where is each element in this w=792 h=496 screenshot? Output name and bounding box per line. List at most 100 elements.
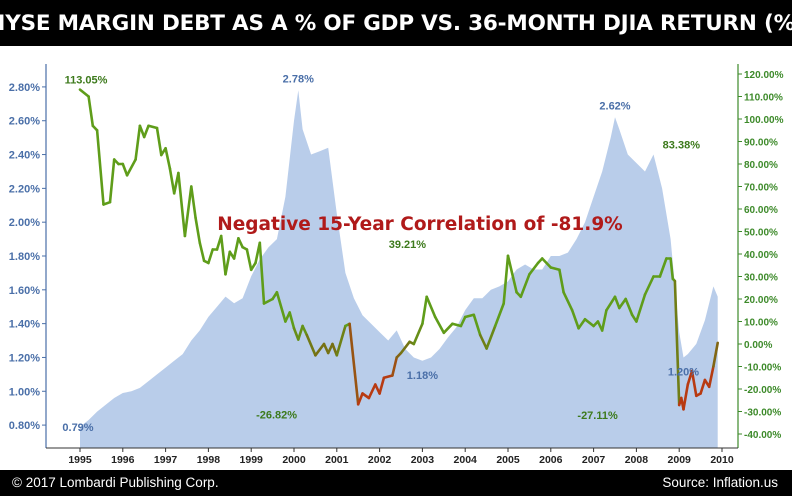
djia-return-segment — [605, 295, 617, 312]
left-tick-label: 1.60% — [9, 285, 40, 297]
right-axis: -40.00% -30.00% -20.00% -10.00% 0.00% 10.00% 2… — [737, 64, 784, 448]
x-tick-label: 1998 — [197, 454, 221, 466]
x-tick-label: 2010 — [710, 454, 734, 466]
djia-return-segment — [142, 124, 150, 139]
x-tick-label: 2004 — [454, 454, 478, 466]
right-tick-label: 100.00% — [744, 115, 784, 126]
right-tick-label: 50.00% — [744, 228, 778, 239]
djia-return-segment — [224, 250, 232, 276]
djia-return-segment — [442, 322, 454, 335]
line-value-label: 39.21% — [389, 239, 427, 251]
x-tick-label: 2003 — [411, 454, 435, 466]
djia-return-segment — [198, 241, 206, 263]
djia-return-segment — [147, 124, 159, 130]
djia-return-segment — [528, 261, 540, 276]
right-tick-label: -40.00% — [744, 430, 781, 441]
djia-return-segment — [108, 158, 116, 204]
djia-return-segment — [549, 266, 561, 272]
right-tick-label: 80.00% — [744, 160, 778, 171]
djia-return-segment — [183, 185, 193, 238]
djia-return-segment — [301, 324, 309, 337]
right-tick-label: -10.00% — [744, 363, 781, 374]
x-tick-label: 2001 — [325, 454, 349, 466]
annotation-layer: 0.79% 2.78% 1.18% 2.62% 1.20% 113.05% -26.82% 3… — [62, 73, 700, 433]
margin-debt-area — [80, 90, 718, 449]
left-tick-label: 2.60% — [9, 116, 40, 128]
djia-return-segment — [600, 308, 608, 332]
chart-area: 0.80% 1.00% 1.20% 1.40% 1.60% 1.80% 2.00% 2.20%… — [0, 46, 792, 470]
djia-return-segment — [459, 315, 467, 328]
djia-return-segment — [207, 248, 214, 265]
djia-return-segment — [275, 291, 287, 323]
x-tick-label: 1996 — [111, 454, 135, 466]
djia-return-segment — [245, 248, 253, 272]
djia-return-segment — [658, 257, 668, 278]
djia-return-segment — [506, 254, 518, 294]
djia-return-segment — [624, 297, 634, 317]
right-tick-label: 60.00% — [744, 205, 778, 216]
line-value-label: -27.11% — [577, 410, 618, 422]
right-tick-label: 0.00% — [744, 340, 772, 351]
djia-return-segment — [635, 293, 647, 323]
djia-return-segment — [121, 162, 129, 177]
djia-return-segment — [232, 237, 240, 260]
djia-return-segment — [382, 374, 394, 380]
djia-return-segment — [412, 322, 424, 346]
djia-return-segment — [577, 317, 587, 330]
djia-return-segment — [502, 254, 510, 305]
djia-return-segment — [391, 356, 399, 377]
djia-return-segment — [296, 324, 304, 341]
left-tick-label: 2.20% — [9, 183, 40, 195]
line-value-label: 113.05% — [65, 75, 108, 87]
plot-area — [78, 88, 720, 449]
djia-return-segment — [682, 383, 690, 411]
djia-return-segment — [617, 297, 628, 310]
djia-return-segment — [478, 333, 488, 350]
area-value-label: 0.79% — [62, 422, 93, 434]
x-axis: 1995 1996 1997 1998 1999 2000 2001 2002 2003 2004… — [46, 447, 738, 466]
left-tick-label: 1.00% — [9, 386, 40, 398]
chart-title: NYSE MARGIN DEBT AS A % OF GDP VS. 36-MO… — [0, 0, 792, 46]
djia-return-segment — [87, 95, 95, 128]
x-tick-label: 2002 — [368, 454, 392, 466]
right-tick-label: -20.00% — [744, 385, 781, 396]
djia-return-segment — [378, 376, 386, 395]
djia-return-segment — [134, 124, 142, 161]
right-tick-label: 70.00% — [744, 183, 778, 194]
djia-return-segment — [399, 340, 411, 355]
left-tick-label: 2.00% — [9, 217, 40, 229]
x-tick-label: 2000 — [282, 454, 306, 466]
right-tick-label: 90.00% — [744, 138, 778, 149]
djia-return-segment — [463, 313, 476, 319]
djia-return-segment — [249, 261, 257, 272]
right-tick-label: -30.00% — [744, 408, 781, 419]
djia-return-segment — [540, 257, 553, 269]
djia-return-segment — [519, 273, 531, 299]
djia-return-segment — [712, 341, 720, 368]
djia-return-segment — [288, 311, 296, 330]
djia-return-segment — [451, 322, 463, 328]
djia-return-segment — [356, 392, 364, 406]
djia-return-segment — [335, 324, 347, 357]
djia-return-segment — [155, 126, 163, 157]
area-value-label: 2.78% — [283, 73, 314, 85]
djia-return-segment — [570, 308, 580, 330]
djia-return-segment — [125, 158, 137, 177]
footer: © 2017 Lombardi Publishing Corp. Source:… — [0, 470, 792, 496]
djia-return-segment — [177, 171, 187, 238]
djia-return-segment — [699, 378, 707, 395]
djia-return-segment — [164, 147, 172, 170]
djia-return-segment — [643, 275, 655, 296]
line-value-label: 83.38% — [663, 139, 701, 151]
right-tick-label: 30.00% — [744, 273, 778, 284]
djia-return-segment — [314, 342, 326, 357]
area-value-label: 2.62% — [599, 100, 630, 112]
djia-return-segment — [95, 129, 105, 206]
left-tick-label: 1.80% — [9, 251, 40, 263]
djia-return-segment — [305, 333, 317, 357]
x-tick-label: 1995 — [68, 454, 92, 466]
djia-return-segment — [258, 241, 266, 305]
djia-return-segment — [472, 313, 482, 337]
djia-return-segment — [485, 324, 497, 350]
right-tick-label: 20.00% — [744, 295, 778, 306]
